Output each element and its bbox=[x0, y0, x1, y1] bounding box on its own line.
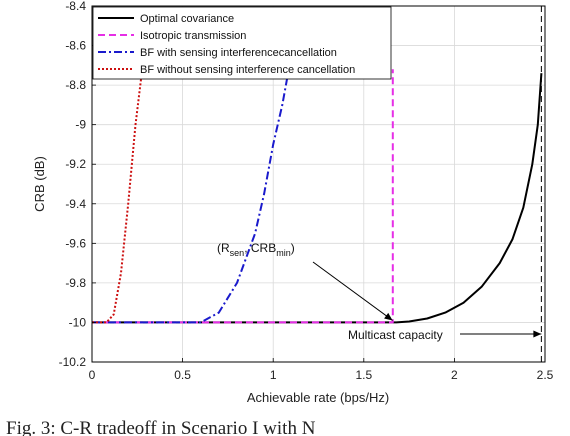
annotation-arrow-multicast-head bbox=[533, 330, 542, 338]
annotation-multicast-capacity: Multicast capacity bbox=[348, 328, 443, 342]
y-tick-labels: -8.4 -8.6 -8.8 -9 -9.2 -9.4 -9.6 -9.8 -10 -10.2 bbox=[59, 0, 87, 369]
annotation-rsen-sub: sen bbox=[230, 248, 245, 258]
legend-label-optimal: Optimal covariance bbox=[140, 13, 234, 25]
x-tick-label: 0.5 bbox=[174, 368, 191, 382]
y-tick-label: -9.6 bbox=[65, 236, 86, 250]
x-tick-label: 0 bbox=[89, 368, 96, 382]
legend: Optimal covariance Isotropic transmissio… bbox=[92, 6, 392, 80]
y-axis-label: CRB (dB) bbox=[32, 156, 47, 212]
legend-box bbox=[92, 6, 392, 80]
x-tick-labels: 0 0.5 1 1.5 2 2.5 bbox=[89, 368, 554, 382]
figure-caption: Fig. 3: C-R tradeoff in Scenario I with … bbox=[6, 418, 316, 436]
series-line-bf-with bbox=[92, 55, 293, 324]
x-tick-label: 2 bbox=[451, 368, 458, 382]
series-line-bf-without bbox=[92, 45, 148, 324]
annotation-rsen-crbmin: (Rsen, CRBmin) bbox=[217, 241, 295, 258]
series-lines bbox=[92, 45, 543, 324]
y-tick-label: -10 bbox=[69, 315, 87, 329]
x-tick-label: 1.5 bbox=[355, 368, 372, 382]
y-tick-label: -9.4 bbox=[65, 197, 86, 211]
annotation-rsen-part3: ) bbox=[291, 241, 295, 255]
annotation-crbmin-sub: min bbox=[276, 248, 291, 258]
y-tick-label: -9 bbox=[75, 118, 86, 132]
annotation-arrow-rsen bbox=[312, 261, 393, 321]
series-line-optimal bbox=[92, 73, 543, 324]
x-tick-label: 2.5 bbox=[537, 368, 554, 382]
y-tick-label: -9.2 bbox=[65, 157, 86, 171]
annotation-rsen-part1: (R bbox=[217, 241, 230, 255]
legend-label-isotropic: Isotropic transmission bbox=[140, 30, 246, 42]
annotation-rsen-part2: , CRB bbox=[244, 241, 276, 255]
plot-frame bbox=[91, 5, 546, 363]
y-tick-label: -8.4 bbox=[65, 0, 86, 13]
legend-label-bf-without: BF without sensing interference cancella… bbox=[140, 64, 355, 76]
legend-label-bf-with: BF with sensing interferencecancellation bbox=[140, 47, 337, 59]
y-tick-label: -8.6 bbox=[65, 39, 86, 53]
y-tick-label: -10.2 bbox=[59, 355, 87, 369]
y-tick-label: -8.8 bbox=[65, 78, 86, 92]
y-tick-label: -9.8 bbox=[65, 276, 86, 290]
annotation-arrows bbox=[312, 261, 542, 338]
x-tick-label: 1 bbox=[270, 368, 277, 382]
x-axis-label: Achievable rate (bps/Hz) bbox=[247, 390, 389, 405]
annotation-arrow-rsen-head bbox=[384, 312, 393, 321]
